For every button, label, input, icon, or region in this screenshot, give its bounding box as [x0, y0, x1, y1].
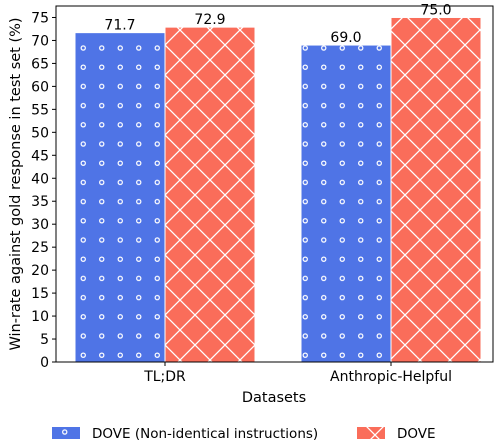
y-axis: 0 5 10 15 20 25 30 35 40 45 50 55 60 65 70 75 — [31, 10, 56, 371]
value-label-s1-0: 72.9 — [194, 12, 225, 28]
y-tick-label-7: 35 — [31, 194, 49, 210]
y-tick-label-9: 45 — [31, 148, 49, 164]
y-tick-label-12: 60 — [31, 79, 49, 95]
legend-label-0: DOVE (Non-identical instructions) — [92, 426, 318, 442]
y-tick-label-15: 75 — [31, 10, 49, 26]
bar-s0-0 — [74, 32, 166, 363]
x-tick-label-1: Anthropic-Helpful — [330, 369, 452, 385]
y-axis-title: Win-rate against gold response in test s… — [8, 17, 24, 350]
bar-s0-1 — [300, 44, 392, 363]
legend: DOVE (Non-identical instructions) DOVE — [52, 426, 436, 442]
y-tick-label-5: 25 — [31, 240, 49, 256]
y-tick-label-2: 10 — [31, 309, 49, 325]
bar-s1-0 — [164, 26, 256, 363]
x-axis: TL;DR Anthropic-Helpful — [143, 362, 452, 385]
y-tick-label-6: 30 — [31, 217, 49, 233]
legend-swatch-1 — [357, 427, 385, 439]
y-tick-label-14: 70 — [31, 33, 49, 49]
y-tick-label-4: 20 — [31, 263, 49, 279]
x-tick-label-0: TL;DR — [143, 369, 186, 385]
y-tick-label-0: 0 — [40, 355, 49, 371]
plot-frame — [55, 5, 494, 363]
y-tick-label-13: 65 — [31, 56, 49, 72]
y-tick-label-8: 40 — [31, 171, 49, 187]
legend-swatch-0 — [52, 427, 80, 439]
value-label-s0-1: 69.0 — [330, 30, 361, 46]
legend-label-1: DOVE — [397, 426, 436, 442]
bars-layer — [74, 16, 482, 363]
y-tick-label-10: 50 — [31, 125, 49, 141]
y-tick-label-11: 55 — [31, 102, 49, 118]
y-tick-label-1: 5 — [40, 332, 49, 348]
x-axis-title: Datasets — [242, 390, 306, 406]
value-label-s0-0: 71.7 — [104, 18, 135, 34]
bar-s1-1 — [390, 16, 482, 363]
value-label-s1-1: 75.0 — [420, 2, 451, 18]
y-tick-label-3: 15 — [31, 286, 49, 302]
